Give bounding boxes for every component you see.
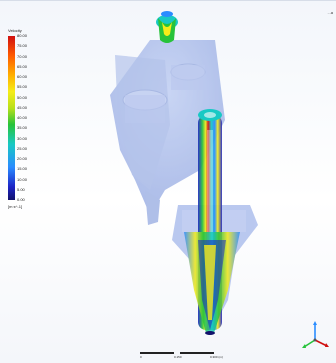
viewport-border <box>0 0 336 1</box>
legend-tick-label: 20.00 <box>17 156 28 161</box>
upper-housing <box>110 40 225 225</box>
inlet-jet <box>156 11 178 43</box>
velocity-legend: Velocity 80.00 75.00 70.00 65.00 60.00 55.00 5… <box>8 28 54 218</box>
legend-tick-label: 65.00 <box>17 63 28 69</box>
corner-label: ...a <box>327 10 333 15</box>
scale-bar: 0 0.150 0.300 (m) <box>140 349 230 359</box>
legend-tick-label: 35.00 <box>17 125 28 131</box>
legend-tick-label: 10.00 <box>17 176 28 182</box>
scale-label-0: 0 <box>140 355 142 359</box>
legend-tick-label: 50.00 <box>17 94 28 100</box>
scale-segment-2 <box>180 352 214 354</box>
legend-tick-label: 70.00 <box>17 53 28 59</box>
legend-tick-label: 75.00 <box>17 43 28 49</box>
cone-flow <box>184 232 240 335</box>
legend-title: Velocity <box>8 28 22 33</box>
legend-tick-label: 45.00 <box>17 104 28 110</box>
legend-tick-label: 15.00 <box>17 166 28 172</box>
legend-tick-label: 40.00 <box>17 115 28 120</box>
axis-triad-icon <box>302 321 329 348</box>
legend-tick-label: 0.00 <box>17 197 25 202</box>
legend-tick-label: 60.00 <box>17 74 28 79</box>
legend-tick-label: 25.00 <box>17 145 28 151</box>
scale-label-2: 0.300 (m) <box>210 355 223 359</box>
scale-label-1: 0.150 <box>174 355 182 359</box>
legend-tick-label: 5.00 <box>17 186 25 192</box>
legend-unit: [m s^-1] <box>8 204 23 209</box>
legend-tick-label: 55.00 <box>17 84 28 90</box>
scale-segment-1 <box>140 352 174 354</box>
legend-color-bar <box>8 36 15 200</box>
legend-tick-label: 30.00 <box>17 135 28 141</box>
legend-tick-label: 80.00 <box>17 33 28 38</box>
